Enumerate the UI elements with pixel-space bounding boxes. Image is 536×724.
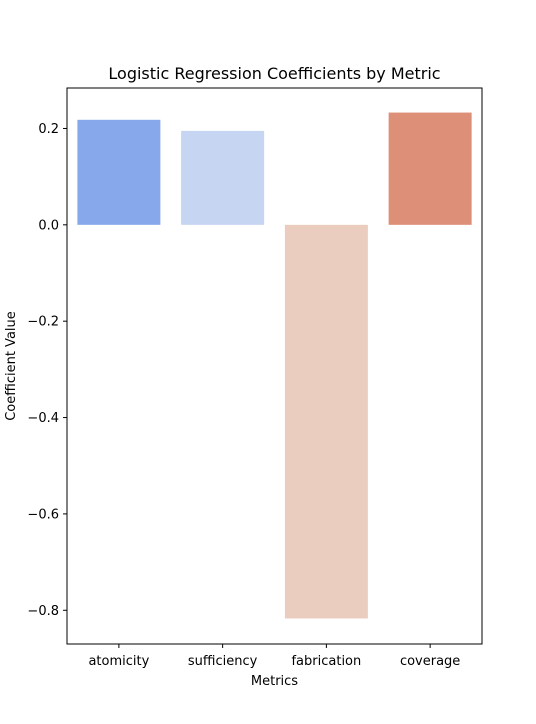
y-tick-label: 0.2: [38, 122, 59, 137]
y-axis-label: Coefficient Value: [4, 311, 19, 421]
y-tick-label: 0.0: [38, 218, 59, 233]
chart-title: Logistic Regression Coefficients by Metr…: [108, 64, 440, 83]
y-tick-label: −0.8: [27, 604, 59, 619]
x-axis: atomicity sufficiency fabrication coverage: [88, 644, 460, 669]
bars-group: [77, 112, 472, 619]
bar-sufficiency: [181, 130, 265, 225]
y-tick-label: −0.6: [27, 507, 59, 522]
x-tick-label-atomicity: atomicity: [88, 654, 149, 669]
bar-fabrication: [284, 224, 368, 619]
bar-coverage: [388, 112, 472, 225]
y-tick-label: −0.4: [27, 411, 59, 426]
y-tick-label: −0.2: [27, 315, 59, 330]
x-tick-label-fabrication: fabrication: [291, 654, 361, 669]
x-axis-label: Metrics: [251, 674, 298, 689]
plot-frame: [66, 87, 483, 645]
bar-atomicity: [77, 119, 161, 225]
x-tick-label-sufficiency: sufficiency: [188, 654, 258, 669]
x-tick-label-coverage: coverage: [400, 654, 460, 669]
y-axis: 0.2 0.0 −0.2 −0.4 −0.6 −0.8: [27, 122, 67, 619]
